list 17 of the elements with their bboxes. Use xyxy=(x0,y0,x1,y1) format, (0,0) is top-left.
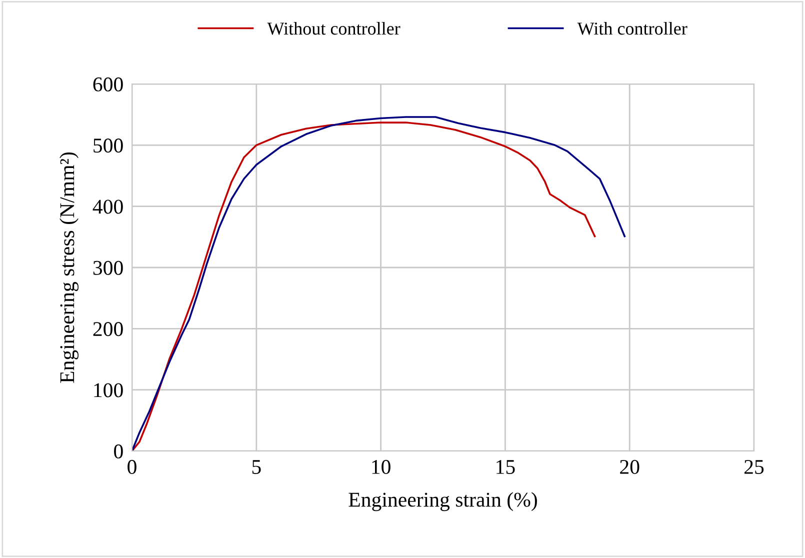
x-tick-label: 15 xyxy=(496,460,515,474)
x-axis-title: Engineering strain (%) xyxy=(348,492,537,512)
y-tick-label: 200 xyxy=(93,322,123,336)
x-tick-label: 25 xyxy=(744,460,764,474)
y-tick-label: 500 xyxy=(94,138,123,153)
y-tick-label: 400 xyxy=(92,200,123,214)
x-tick-label: 10 xyxy=(372,460,390,474)
y-tick-label: 100 xyxy=(94,383,123,398)
legend-label: With controller xyxy=(577,22,688,35)
y-tick-label: 600 xyxy=(93,77,123,92)
x-tick-label: 5 xyxy=(252,460,261,474)
y-axis-title: Engineering stress (N/mm²) xyxy=(60,152,79,383)
x-tick-label: 0 xyxy=(128,460,136,474)
y-tick-label: 0 xyxy=(114,444,123,458)
legend-label: Without controller xyxy=(267,22,400,35)
y-tick-label: 300 xyxy=(93,260,123,275)
x-tick-label: 20 xyxy=(620,460,640,474)
